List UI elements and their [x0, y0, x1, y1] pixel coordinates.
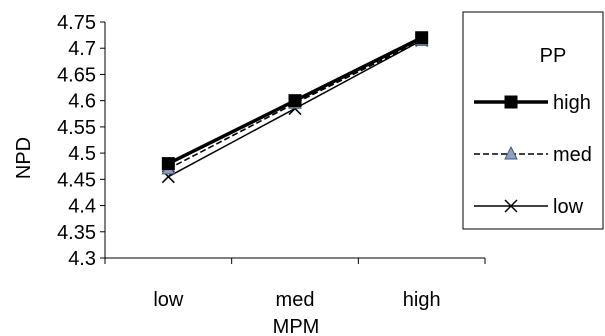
- legend-marker-med: [504, 145, 518, 160]
- y-tick-label: 4.35: [57, 222, 96, 244]
- axes: 4.3 4.35 4.4 4.45 4.5 4.55 4.6 4.65 4.7 4.75 low me…: [57, 12, 486, 311]
- legend-label-low: low: [553, 196, 584, 218]
- y-tick-label: 4.55: [57, 117, 96, 139]
- legend-box: [462, 11, 604, 230]
- legend-item-med: med: [474, 144, 592, 166]
- legend-label-high: high: [553, 92, 591, 114]
- y-tick-label: 4.45: [57, 169, 96, 191]
- y-tick-label: 4.3: [68, 248, 96, 270]
- y-tick-label: 4.75: [57, 12, 96, 34]
- legend-marker-high: [504, 95, 518, 109]
- series-high: [161, 31, 429, 171]
- legend-item-low: low: [474, 196, 584, 218]
- point-high-low: [161, 157, 175, 171]
- y-tick-label: 4.6: [68, 91, 96, 113]
- y-tick-label: 4.4: [68, 196, 96, 218]
- x-tick-label: low: [153, 289, 184, 311]
- x-axis-title: MPM: [273, 316, 320, 336]
- point-high-med: [288, 94, 302, 108]
- x-tick-label: high: [403, 289, 441, 311]
- legend-label-med: med: [553, 144, 592, 166]
- legend-item-high: high: [474, 92, 591, 114]
- series-line-med: [167, 39, 423, 170]
- y-tick-label: 4.65: [57, 64, 96, 86]
- y-axis-title: NPD: [13, 137, 35, 179]
- legend-marker-low: [504, 199, 518, 213]
- y-tick-label: 4.5: [68, 143, 96, 165]
- series-layer: [161, 31, 429, 184]
- legend-title: PP: [540, 45, 567, 67]
- x-tick-label: med: [276, 289, 315, 311]
- marker-stroke: [504, 199, 518, 213]
- y-tick-label: 4.7: [68, 38, 96, 60]
- legend: PP high med low: [462, 11, 604, 230]
- point-high-high: [415, 31, 429, 45]
